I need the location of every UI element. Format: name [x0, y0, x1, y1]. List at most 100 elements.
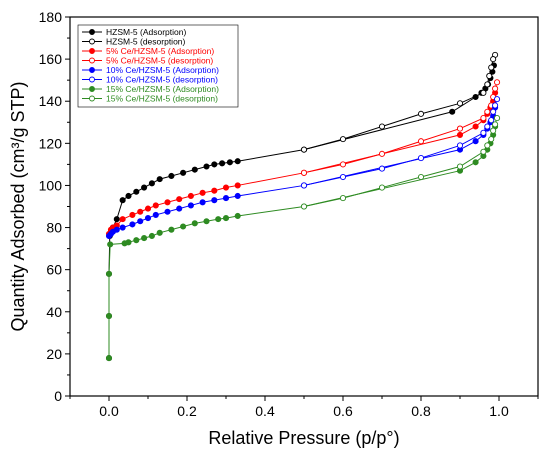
data-point — [234, 192, 241, 200]
data-point — [222, 195, 230, 202]
data-point — [125, 192, 132, 200]
data-point — [129, 221, 136, 228]
x-tick-label: 0.6 — [333, 403, 353, 419]
series-6 — [300, 96, 501, 189]
data-point — [472, 159, 479, 166]
data-point — [449, 108, 456, 115]
legend-entry: 10% Ce/HZSM-5 (desorption) — [82, 75, 218, 85]
data-point — [152, 211, 159, 218]
legend: HZSM-5 (Adsorption)HZSM-5 (desorption)5%… — [77, 24, 239, 108]
data-point — [203, 163, 210, 170]
data-point — [129, 211, 136, 218]
legend-label: 15% Ce/HZSM-5 (Adsorption) — [106, 84, 219, 94]
data-point — [113, 216, 120, 223]
legend-swatch-marker — [89, 57, 95, 64]
y-tick-label: 180 — [39, 9, 63, 25]
series-7 — [105, 123, 499, 362]
x-tick-label: 1.0 — [489, 403, 509, 419]
data-point — [480, 89, 487, 96]
data-point — [300, 169, 308, 176]
y-tick-label: 60 — [46, 262, 62, 278]
data-point — [492, 85, 499, 92]
series-2 — [300, 51, 499, 153]
data-point — [490, 108, 497, 115]
legend-label: HZSM-5 (desorption) — [106, 37, 186, 47]
x-tick-label: 0.0 — [99, 403, 119, 419]
data-point — [180, 169, 187, 176]
legend-swatch-marker — [89, 38, 95, 45]
legend-entry: 5% Ce/HZSM-5 (Adsorption) — [82, 46, 214, 56]
data-point — [133, 188, 140, 195]
data-point — [378, 123, 386, 130]
x-axis-title: Relative Pressure (p/p°) — [208, 428, 399, 448]
data-point — [215, 216, 222, 223]
data-point — [492, 102, 499, 109]
legend-label: HZSM-5 (Adsorption) — [106, 27, 186, 37]
data-point — [417, 173, 425, 181]
data-point — [141, 235, 148, 242]
series-3 — [105, 89, 499, 237]
x-tick-label: 0.8 — [411, 403, 431, 419]
data-point — [113, 226, 120, 233]
data-point — [222, 184, 230, 191]
data-point — [456, 131, 464, 138]
y-tick-label: 120 — [39, 135, 63, 151]
data-point — [378, 184, 386, 191]
legend-swatch-marker — [89, 76, 95, 83]
series-8 — [300, 115, 501, 210]
data-point — [378, 150, 386, 157]
data-point — [187, 202, 194, 209]
data-point — [490, 56, 497, 63]
y-tick-label: 100 — [39, 177, 63, 193]
legend-swatch-marker — [89, 95, 95, 102]
data-point — [199, 199, 206, 206]
data-point — [211, 161, 218, 168]
data-point — [339, 161, 347, 168]
data-point — [484, 81, 491, 88]
data-point — [168, 226, 175, 233]
data-point — [105, 270, 113, 277]
data-point — [300, 146, 308, 153]
legend-swatch-marker — [89, 29, 95, 35]
legend-entry: 5% Ce/HZSM-5 (desorption) — [82, 56, 213, 66]
series-line — [303, 117, 498, 207]
data-point — [133, 237, 140, 244]
data-point — [219, 160, 226, 167]
data-point — [484, 142, 491, 149]
series-layer — [105, 51, 501, 362]
ticks-layer: 0.0 0.2 0.4 0.6 0.8 1.0 0 20 40 60 80 100 120 140 160 1… — [39, 9, 539, 419]
data-point — [490, 127, 497, 134]
x-tick-label: 0.2 — [177, 403, 197, 419]
data-point — [107, 241, 114, 248]
x-tick-label: 0.4 — [255, 403, 275, 419]
data-point — [300, 182, 308, 189]
data-point — [456, 125, 464, 132]
legend-box — [77, 24, 239, 108]
series-line — [303, 82, 498, 174]
data-point — [488, 64, 495, 71]
data-point — [484, 123, 491, 130]
data-point — [156, 229, 163, 236]
data-point — [168, 172, 175, 180]
data-point — [211, 187, 218, 194]
data-point — [378, 165, 386, 172]
legend-entry: 15% Ce/HZSM-5 (Adsorption) — [82, 84, 219, 94]
data-point — [480, 115, 487, 122]
legend-label: 15% Ce/HZSM-5 (desorption) — [106, 94, 218, 104]
data-point — [234, 158, 241, 165]
data-point — [105, 355, 113, 362]
data-point — [144, 215, 152, 222]
legend-swatch-marker — [89, 48, 95, 54]
legend-entry: HZSM-5 (desorption) — [82, 37, 186, 47]
data-point — [164, 199, 171, 206]
data-point — [137, 208, 144, 215]
data-point — [141, 184, 148, 191]
legend-entry: 10% Ce/HZSM-5 (Adsorption) — [82, 65, 219, 75]
data-point — [492, 121, 499, 128]
data-point — [493, 96, 501, 103]
legend-label: 5% Ce/HZSM-5 (Adsorption) — [106, 46, 214, 56]
y-tick-label: 20 — [46, 346, 62, 362]
data-point — [480, 129, 487, 136]
data-point — [137, 218, 144, 225]
